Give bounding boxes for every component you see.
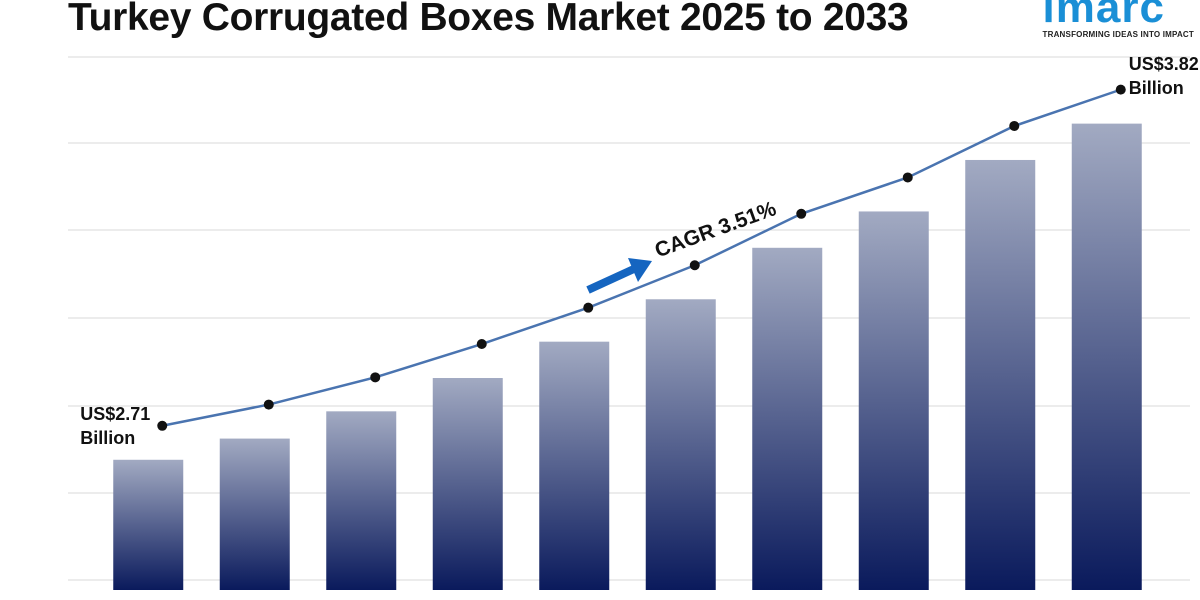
trend-point bbox=[476, 339, 487, 350]
trend-point bbox=[1115, 84, 1126, 95]
logo-tagline: TRANSFORMING IDEAS INTO IMPACT bbox=[1042, 30, 1194, 39]
trend-point bbox=[902, 172, 913, 183]
bar bbox=[539, 341, 610, 590]
arrow-head bbox=[628, 258, 652, 282]
bar bbox=[113, 459, 184, 590]
bar bbox=[645, 299, 716, 590]
trend-point bbox=[796, 208, 807, 219]
logo: imarc TRANSFORMING IDEAS INTO IMPACT bbox=[1043, 0, 1194, 39]
trend-point bbox=[1009, 120, 1020, 131]
value-label: US$2.71 Billion bbox=[80, 403, 151, 448]
value-label: US$3.82 Billion bbox=[1128, 53, 1199, 98]
trend-point bbox=[263, 399, 274, 410]
bar bbox=[858, 211, 929, 591]
chart-title: Turkey Corrugated Boxes Market 2025 to 2… bbox=[68, 0, 909, 39]
trend-point bbox=[583, 302, 594, 313]
arrow-shaft bbox=[586, 264, 638, 294]
trend-point bbox=[370, 372, 381, 383]
cagr-arrow bbox=[586, 258, 652, 294]
bar bbox=[219, 438, 290, 590]
bar bbox=[752, 247, 823, 590]
bar bbox=[1071, 123, 1142, 590]
bar bbox=[326, 411, 397, 590]
trend-point bbox=[157, 420, 168, 431]
logo-word: imarc bbox=[1042, 0, 1165, 32]
trend-line bbox=[162, 88, 1122, 428]
trend-point bbox=[689, 260, 700, 271]
bar bbox=[432, 378, 503, 590]
bar bbox=[965, 159, 1036, 590]
